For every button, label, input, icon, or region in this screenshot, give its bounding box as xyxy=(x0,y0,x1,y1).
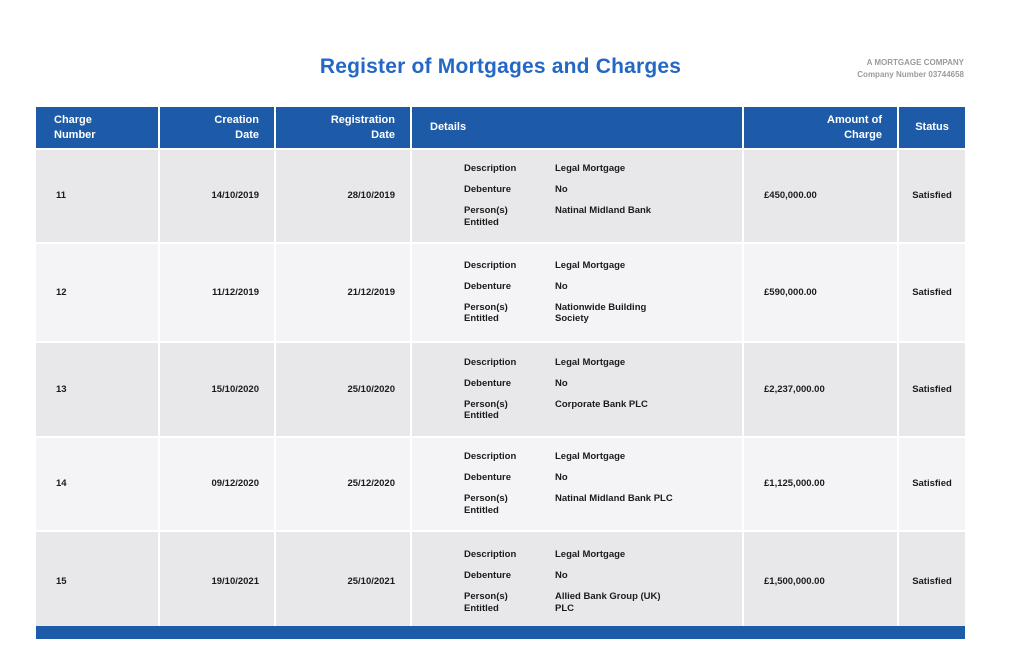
mortgages-table: Charge Number Creation Date Registration… xyxy=(36,107,965,632)
charge-number-cell: 15 xyxy=(36,532,158,632)
detail-label: Debenture xyxy=(464,472,511,484)
creation-date-cell: 15/10/2020 xyxy=(160,343,274,436)
detail-description: Description Legal Mortgage xyxy=(429,549,725,561)
detail-label: Debenture xyxy=(464,184,511,196)
table-row: 13 15/10/2020 25/10/2020 Description Leg… xyxy=(36,343,965,436)
document-header: Register of Mortgages and Charges A MORT… xyxy=(0,0,1024,107)
header-amount-of-charge: Amount of Charge xyxy=(744,107,897,148)
header-creation-date: Creation Date xyxy=(160,107,274,148)
detail-debenture: Debenture No xyxy=(429,472,725,484)
detail-debenture: Debenture No xyxy=(429,570,725,582)
header-details: Details xyxy=(412,107,742,148)
status-cell: Satisfied xyxy=(899,150,965,242)
details-cell: Description Legal Mortgage Debenture No … xyxy=(412,438,742,530)
detail-value: Legal Mortgage xyxy=(555,549,626,561)
amount-cell: £2,237,000.00 xyxy=(744,343,897,436)
detail-label: Description xyxy=(464,549,517,561)
detail-debenture: Debenture No xyxy=(429,378,725,390)
header-status: Status xyxy=(899,107,965,148)
detail-label: Debenture xyxy=(464,570,511,582)
header-registration-date: Registration Date xyxy=(276,107,410,148)
detail-debenture: Debenture No xyxy=(429,281,725,293)
details-cell: Description Legal Mortgage Debenture No … xyxy=(412,532,742,632)
detail-label: Description xyxy=(464,259,517,271)
detail-value: Legal Mortgage xyxy=(555,451,626,463)
detail-label: Person(s) Entitled xyxy=(464,301,508,325)
detail-persons-entitled: Person(s) Entitled Nationwide Building S… xyxy=(429,302,725,326)
creation-date-cell: 11/12/2019 xyxy=(160,244,274,341)
detail-label: Debenture xyxy=(464,377,511,389)
table-row: 14 09/12/2020 25/12/2020 Description Leg… xyxy=(36,438,965,530)
detail-value: No xyxy=(555,570,568,582)
details-cell: Description Legal Mortgage Debenture No … xyxy=(412,244,742,341)
detail-value: Natinal Midland Bank PLC xyxy=(555,493,673,504)
detail-persons-entitled: Person(s) Entitled Natinal Midland Bank xyxy=(429,205,725,229)
charge-number-cell: 13 xyxy=(36,343,158,436)
details-cell: Description Legal Mortgage Debenture No … xyxy=(412,150,742,242)
detail-debenture: Debenture No xyxy=(429,184,725,196)
amount-cell: £450,000.00 xyxy=(744,150,897,242)
detail-value: Legal Mortgage xyxy=(555,356,626,368)
detail-description: Description Legal Mortgage xyxy=(429,260,725,272)
registration-date-cell: 25/12/2020 xyxy=(276,438,410,530)
detail-persons-entitled: Person(s) Entitled Natinal Midland Bank … xyxy=(429,493,725,517)
status-cell: Satisfied xyxy=(899,438,965,530)
registration-date-cell: 25/10/2021 xyxy=(276,532,410,632)
charge-number-cell: 12 xyxy=(36,244,158,341)
company-info: A MORTGAGE COMPANY Company Number 037446… xyxy=(857,57,964,80)
detail-persons-entitled: Person(s) Entitled Corporate Bank PLC xyxy=(429,399,725,423)
table-row: 12 11/12/2019 21/12/2019 Description Leg… xyxy=(36,244,965,341)
detail-label: Person(s) Entitled xyxy=(464,205,508,228)
details-cell: Description Legal Mortgage Debenture No … xyxy=(412,343,742,436)
detail-label: Description xyxy=(464,451,517,463)
detail-value: No xyxy=(555,184,568,196)
company-name: A MORTGAGE COMPANY xyxy=(866,58,964,67)
status-cell: Satisfied xyxy=(899,532,965,632)
header-charge-number: Charge Number xyxy=(36,107,158,148)
charge-number-cell: 14 xyxy=(36,438,158,530)
detail-label: Person(s) Entitled xyxy=(464,591,508,614)
detail-value: No xyxy=(555,280,568,292)
detail-description: Description Legal Mortgage xyxy=(429,163,725,175)
detail-value: Allied Bank Group (UK) PLC xyxy=(555,591,661,614)
table-row: 11 14/10/2019 28/10/2019 Description Leg… xyxy=(36,150,965,242)
creation-date-cell: 19/10/2021 xyxy=(160,532,274,632)
detail-label: Description xyxy=(464,163,517,175)
status-cell: Satisfied xyxy=(899,343,965,436)
registration-date-cell: 28/10/2019 xyxy=(276,150,410,242)
table-header-row: Charge Number Creation Date Registration… xyxy=(36,107,965,148)
detail-value: No xyxy=(555,377,568,389)
charge-number-cell: 11 xyxy=(36,150,158,242)
detail-value: Corporate Bank PLC xyxy=(555,398,648,410)
detail-value: No xyxy=(555,472,568,484)
amount-cell: £590,000.00 xyxy=(744,244,897,341)
detail-value: Legal Mortgage xyxy=(555,259,626,271)
creation-date-cell: 14/10/2019 xyxy=(160,150,274,242)
registration-date-cell: 25/10/2020 xyxy=(276,343,410,436)
detail-label: Description xyxy=(464,356,517,368)
detail-value: Legal Mortgage xyxy=(555,163,626,175)
registration-date-cell: 21/12/2019 xyxy=(276,244,410,341)
status-cell: Satisfied xyxy=(899,244,965,341)
detail-label: Person(s) Entitled xyxy=(464,398,508,422)
detail-persons-entitled: Person(s) Entitled Allied Bank Group (UK… xyxy=(429,591,725,615)
detail-value: Natinal Midland Bank xyxy=(555,205,652,216)
detail-label: Debenture xyxy=(464,280,511,292)
detail-description: Description Legal Mortgage xyxy=(429,357,725,369)
footer-bar xyxy=(36,626,965,639)
detail-label: Person(s) Entitled xyxy=(464,493,508,516)
company-number: Company Number 03744658 xyxy=(857,69,964,79)
detail-description: Description Legal Mortgage xyxy=(429,451,725,463)
amount-cell: £1,500,000.00 xyxy=(744,532,897,632)
creation-date-cell: 09/12/2020 xyxy=(160,438,274,530)
table-row: 15 19/10/2021 25/10/2021 Description Leg… xyxy=(36,532,965,632)
amount-cell: £1,125,000.00 xyxy=(744,438,897,530)
detail-value: Nationwide Building Society xyxy=(555,301,647,325)
page-title: Register of Mortgages and Charges xyxy=(319,55,682,78)
